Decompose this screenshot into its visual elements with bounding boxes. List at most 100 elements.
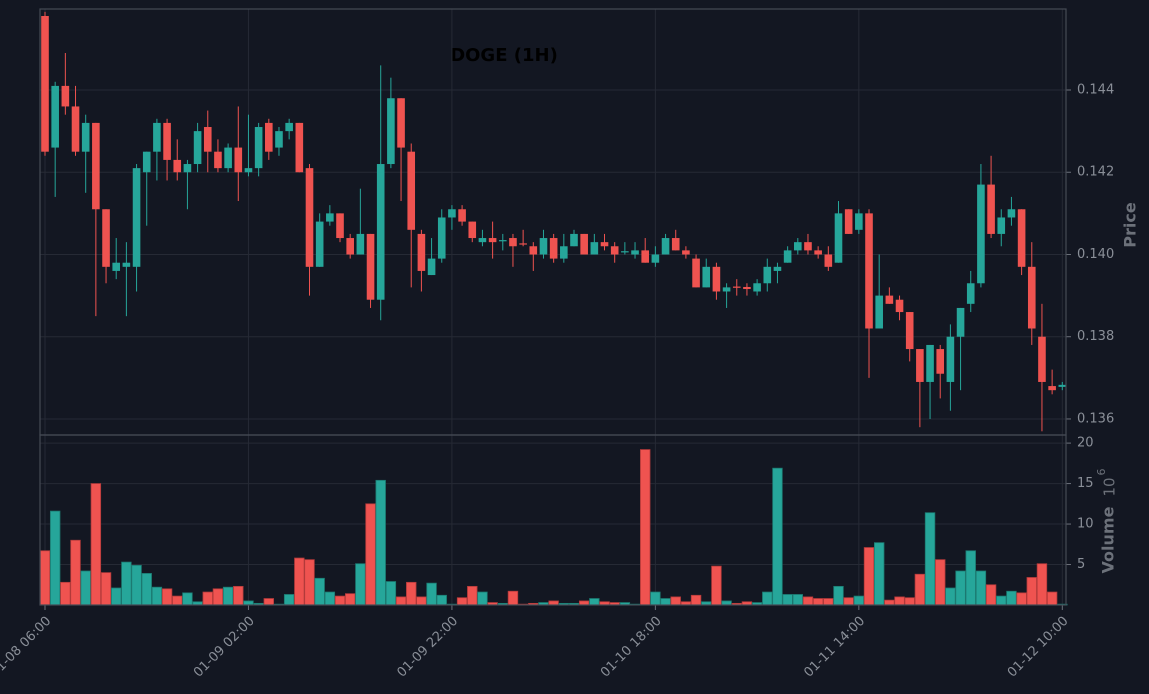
volume-bar [975, 570, 987, 606]
volume-bar [640, 449, 651, 606]
volume-bar [111, 587, 122, 606]
volume-bar [131, 564, 142, 606]
y-tick-label: 15 [1077, 476, 1094, 491]
volume-bar [324, 591, 336, 606]
volume-bar [823, 598, 834, 606]
candle-body [671, 238, 680, 251]
y-tick-label: 5 [1077, 557, 1085, 572]
candle-body [163, 122, 171, 160]
candle-body [437, 217, 446, 259]
volume-bar [90, 483, 102, 606]
candle-body [824, 254, 833, 267]
candle-body [641, 250, 650, 263]
candle-body [549, 238, 558, 259]
candle-body [631, 250, 639, 255]
candle-body [773, 266, 782, 271]
volume-bar [955, 570, 966, 606]
candle-body [865, 213, 873, 329]
candle-body [397, 98, 405, 148]
volume-bar [121, 561, 132, 606]
volume-bar [894, 596, 905, 606]
y-tick-label: 0.140 [1077, 247, 1114, 262]
candle-body [753, 283, 761, 292]
candle-body [102, 209, 110, 267]
volume-bar [100, 572, 112, 606]
y-tick-label: 20 [1077, 436, 1094, 451]
candle-body [448, 209, 456, 218]
volume-bar [395, 596, 407, 606]
candle-body [722, 287, 731, 292]
candle-body [122, 262, 131, 267]
volume-bar [914, 573, 926, 606]
candle-body [61, 85, 70, 107]
candle-body [468, 221, 477, 239]
volume-bar [935, 559, 946, 606]
volume-bar [467, 585, 478, 606]
volume-bar [375, 479, 386, 606]
volume-bar [853, 595, 865, 606]
candle-body [92, 122, 100, 210]
volume-bar [711, 565, 722, 606]
volume-bar [406, 581, 417, 606]
candle-body [783, 250, 792, 263]
volume-bar [60, 581, 71, 606]
candle-body [234, 147, 243, 173]
candle-body [1048, 386, 1056, 391]
candle-body [305, 168, 314, 267]
volume-bar [141, 573, 152, 606]
volume-bar [1046, 591, 1058, 606]
candle-body [153, 122, 161, 152]
candle-body [427, 258, 436, 276]
volume-bar [39, 550, 51, 606]
volume-bar [690, 594, 702, 606]
y-tick-label: 0.142 [1077, 165, 1114, 180]
volume-bar [721, 600, 732, 606]
volume-bar [365, 503, 376, 606]
candle-body [661, 238, 670, 255]
candle-body [356, 233, 365, 255]
candle-body [987, 184, 995, 234]
candle-body [885, 295, 894, 304]
candle-body [193, 131, 202, 165]
volume-bar [1036, 563, 1048, 606]
volume-bar [802, 596, 814, 606]
candle-body [81, 122, 90, 152]
candle-body [244, 168, 253, 173]
candle-body [254, 127, 263, 169]
volume-panel-frame [39, 434, 1067, 606]
candle-body [519, 243, 527, 245]
candle-body [366, 233, 375, 300]
candle-body [132, 168, 141, 267]
y-tick-label: 0.136 [1077, 411, 1114, 426]
candle-body [183, 164, 192, 173]
candle-body [1027, 266, 1036, 329]
volume-bar [843, 597, 854, 606]
candle-body [560, 246, 568, 259]
volume-bar [436, 594, 447, 606]
candle-body [804, 242, 812, 251]
volume-bar [344, 593, 356, 606]
price-axis-label: Price [1121, 202, 1140, 248]
candle-body [529, 246, 538, 255]
volume-bar [670, 596, 681, 606]
candle-body [1017, 209, 1026, 267]
volume-bar [263, 598, 275, 606]
candle-body [539, 238, 548, 255]
candle-body [285, 122, 293, 132]
volume-bar [416, 596, 427, 606]
candle-body [600, 242, 609, 247]
candle-body [1058, 384, 1067, 387]
volume-bar [548, 600, 559, 606]
volume-bar [589, 598, 600, 606]
volume-scale-exponent: 6 [1095, 469, 1108, 476]
volume-bar [1026, 577, 1037, 606]
candle-body [814, 250, 822, 255]
candle-body [682, 250, 690, 255]
candle-body [478, 238, 487, 243]
candle-body [936, 349, 945, 374]
volume-bar [985, 584, 997, 606]
candle-body [509, 238, 517, 247]
volume-bar [182, 592, 193, 606]
candle-body [458, 209, 466, 222]
